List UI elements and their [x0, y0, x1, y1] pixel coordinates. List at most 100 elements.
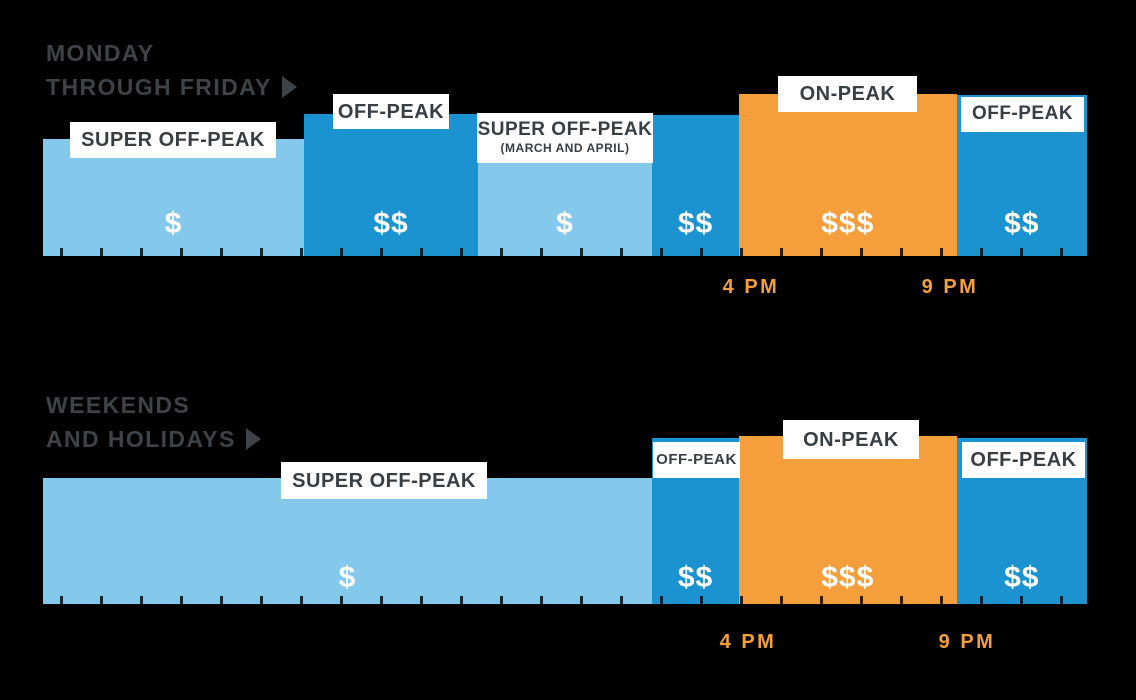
hour-tick: [1060, 596, 1063, 604]
segment-super-off-peak-march-and-april: $: [478, 163, 652, 256]
weekday-bar-area: $ SUPER OFF-PEAK $$ OFF-PEAK $ SUPER OFF-PEAK…: [43, 0, 1087, 298]
hour-tick: [820, 248, 823, 256]
hour-tick: [180, 596, 183, 604]
hour-tick: [260, 248, 263, 256]
period-label-box: ON-PEAK: [778, 76, 917, 112]
period-label-text: ON-PEAK: [799, 83, 896, 105]
period-label-box: SUPER OFF-PEAK: [70, 122, 276, 158]
hour-tick: [100, 596, 103, 604]
segment-off-peak: $$: [652, 115, 739, 256]
weekend-title-line-2: AND HOLIDAYS: [46, 422, 261, 456]
hour-tick: [580, 596, 583, 604]
period-label-box: ON-PEAK: [783, 420, 919, 459]
time-marker-9-pm: 9 PM: [938, 631, 996, 653]
hour-tick: [500, 596, 503, 604]
hour-tick: [820, 596, 823, 604]
hour-tick: [460, 248, 463, 256]
hour-tick: [860, 248, 863, 256]
hour-tick: [700, 248, 703, 256]
price-level: $: [338, 561, 357, 594]
period-label-box: OFF-PEAK: [333, 94, 449, 129]
segment-on-peak: $$$: [739, 94, 957, 256]
hour-tick: [540, 248, 543, 256]
hour-tick: [780, 596, 783, 604]
hour-tick: [860, 596, 863, 604]
price-level: $: [164, 207, 183, 240]
hour-tick: [500, 248, 503, 256]
weekday-chart-title: MONDAY THROUGH FRIDAY: [46, 36, 297, 104]
hour-tick: [620, 596, 623, 604]
price-level: $$$: [821, 207, 875, 240]
period-label-box: OFF-PEAK: [653, 442, 740, 478]
weekday-title-line-2-text: THROUGH FRIDAY: [46, 74, 272, 100]
weekend-title-line-2-text: AND HOLIDAYS: [46, 426, 236, 452]
hour-tick: [420, 248, 423, 256]
time-marker-9-pm: 9 PM: [921, 276, 979, 298]
hour-tick: [340, 248, 343, 256]
hour-tick: [260, 596, 263, 604]
hour-tick: [1020, 596, 1023, 604]
price-level: $$$: [821, 561, 875, 594]
hour-tick: [900, 596, 903, 604]
hour-tick: [980, 596, 983, 604]
hour-tick: [140, 596, 143, 604]
price-level: $$: [373, 207, 409, 240]
hour-tick: [300, 248, 303, 256]
price-level: $$: [677, 561, 714, 594]
period-label-text: OFF-PEAK: [970, 449, 1077, 471]
period-label-box: OFF-PEAK: [962, 442, 1085, 478]
hour-tick: [940, 248, 943, 256]
weekend-title-line-1: WEEKENDS: [46, 392, 191, 418]
segment-off-peak: $$: [304, 114, 478, 256]
period-label-text: SUPER OFF-PEAK: [81, 129, 265, 151]
period-label-box: OFF-PEAK: [961, 97, 1084, 132]
price-level: $$: [1004, 561, 1040, 594]
hour-tick: [380, 248, 383, 256]
period-label-text: SUPER OFF-PEAK: [292, 469, 476, 492]
segment-super-off-peak: $: [43, 139, 304, 256]
hour-tick: [980, 248, 983, 256]
period-label-text: ON-PEAK: [803, 428, 899, 451]
price-level: $: [556, 207, 574, 240]
hour-tick: [60, 248, 63, 256]
hour-tick: [620, 248, 623, 256]
hour-tick: [380, 596, 383, 604]
segment-on-peak: $$$: [739, 436, 957, 604]
price-level: $$: [1004, 207, 1040, 240]
hour-tick: [940, 596, 943, 604]
hour-tick: [660, 248, 663, 256]
time-marker-4-pm: 4 PM: [722, 276, 780, 298]
hour-tick: [340, 596, 343, 604]
hour-tick: [740, 596, 743, 604]
hour-tick: [1020, 248, 1023, 256]
hour-tick: [660, 596, 663, 604]
hour-tick: [220, 248, 223, 256]
hour-tick: [900, 248, 903, 256]
hour-tick: [180, 248, 183, 256]
period-label-text: OFF-PEAK: [337, 100, 445, 123]
arrow-right-icon: [245, 428, 261, 450]
hour-tick: [580, 248, 583, 256]
hour-tick: [740, 248, 743, 256]
period-sublabel-text: (MARCH AND APRIL): [500, 141, 630, 156]
period-label-text: OFF-PEAK: [971, 103, 1074, 125]
weekend-chart-title: WEEKENDS AND HOLIDAYS: [46, 388, 261, 456]
segment-super-off-peak: $: [43, 478, 652, 604]
hour-tick: [780, 248, 783, 256]
hour-tick: [220, 596, 223, 604]
weekday-title-line-2: THROUGH FRIDAY: [46, 70, 297, 104]
period-label-text: SUPER OFF-PEAK: [477, 119, 653, 141]
period-label-box: SUPER OFF-PEAK (MARCH AND APRIL): [477, 113, 653, 163]
hour-tick: [100, 248, 103, 256]
hour-tick: [60, 596, 63, 604]
arrow-right-icon: [281, 76, 297, 98]
hour-tick: [460, 596, 463, 604]
hour-tick: [420, 596, 423, 604]
time-marker-4-pm: 4 PM: [719, 631, 777, 653]
hour-tick: [540, 596, 543, 604]
hour-tick: [300, 596, 303, 604]
period-label-text: OFF-PEAK: [656, 450, 737, 468]
price-level: $$: [677, 207, 714, 240]
weekend-bar-area: $ SUPER OFF-PEAK $$ OFF-PEAK $$$ ON-PEAK $$ OFF…: [43, 404, 1087, 653]
hour-tick: [1060, 248, 1063, 256]
